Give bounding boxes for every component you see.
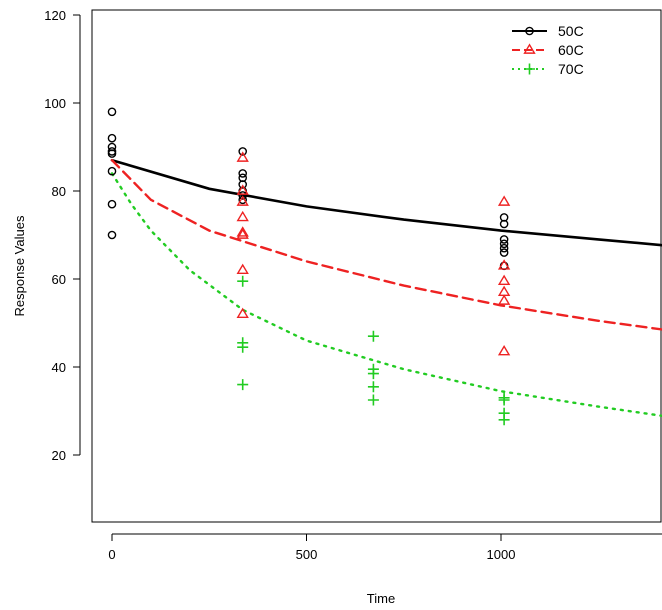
fit-curve-50C: [110, 158, 662, 247]
legend: 50C 60C 70C: [512, 23, 584, 77]
data-point-60C: [236, 263, 249, 275]
y-axis: 20 40 60 80 100 120: [44, 8, 81, 463]
data-point-50C: [107, 149, 117, 158]
y-tick-label: 20: [52, 448, 66, 463]
data-point-60C: [497, 294, 511, 305]
data-point-50C: [499, 219, 509, 229]
fit-curves: [110, 158, 662, 418]
data-point-60C: [497, 195, 511, 206]
data-point-50C: [238, 147, 248, 156]
data-point-50C: [499, 235, 509, 244]
y-tick-label: 80: [52, 184, 66, 199]
y-tick-label: 40: [52, 360, 66, 375]
data-point-50C: [499, 239, 509, 249]
fit-curve-70C: [110, 172, 662, 418]
data-point-50C: [499, 243, 509, 253]
legend-label-50C: 50C: [558, 23, 584, 39]
legend-marker-70C: [524, 63, 535, 75]
data-point-50C: [238, 191, 248, 200]
x-axis-title: Time: [367, 591, 395, 606]
legend-label-70C: 70C: [558, 61, 584, 77]
data-point-60C: [236, 210, 249, 222]
legend-marker-50C: [525, 26, 534, 36]
legend-marker-60C: [523, 43, 536, 54]
data-point-60C: [236, 226, 249, 237]
data-point-60C: [497, 259, 511, 270]
data-point-60C: [236, 307, 249, 319]
fit-curve-60C: [110, 159, 662, 331]
data-point-60C: [236, 151, 249, 162]
data-point-50C: [499, 248, 509, 257]
data-point-50C: [107, 133, 117, 143]
data-point-50C: [107, 107, 117, 117]
x-tick-label: 1000: [487, 547, 516, 562]
data-point-50C: [107, 230, 117, 240]
series-50C: [107, 107, 509, 271]
x-tick-label: 0: [108, 547, 115, 562]
x-tick-label: 500: [296, 547, 318, 562]
plot-frame: [91, 9, 662, 523]
data-point-60C: [497, 345, 511, 356]
data-point-60C: [236, 228, 249, 239]
y-tick-label: 60: [52, 272, 66, 287]
data-point-70C: [498, 394, 510, 406]
series-60C: [236, 151, 511, 356]
data-point-70C: [237, 341, 249, 353]
data-point-60C: [236, 184, 249, 195]
data-point-70C: [367, 381, 379, 393]
legend-label-60C: 60C: [558, 42, 584, 58]
y-tick-label: 100: [44, 96, 66, 111]
x-axis: 05001000150020002500: [108, 533, 662, 562]
data-point-70C: [498, 414, 510, 426]
series-70C: [237, 275, 510, 426]
data-point-70C: [367, 368, 379, 380]
data-point-70C: [237, 379, 249, 391]
data-point-50C: [107, 199, 117, 209]
data-point-60C: [497, 274, 511, 286]
data-point-60C: [236, 195, 249, 206]
data-point-70C: [237, 275, 249, 287]
data-point-70C: [367, 330, 379, 342]
data-point-50C: [107, 166, 117, 176]
data-point-60C: [497, 285, 511, 297]
data-point-50C: [238, 169, 248, 178]
y-tick-label: 120: [44, 8, 66, 23]
data-point-70C: [367, 394, 379, 406]
data-points: [107, 107, 511, 426]
y-axis-title: Response Values: [12, 215, 27, 316]
